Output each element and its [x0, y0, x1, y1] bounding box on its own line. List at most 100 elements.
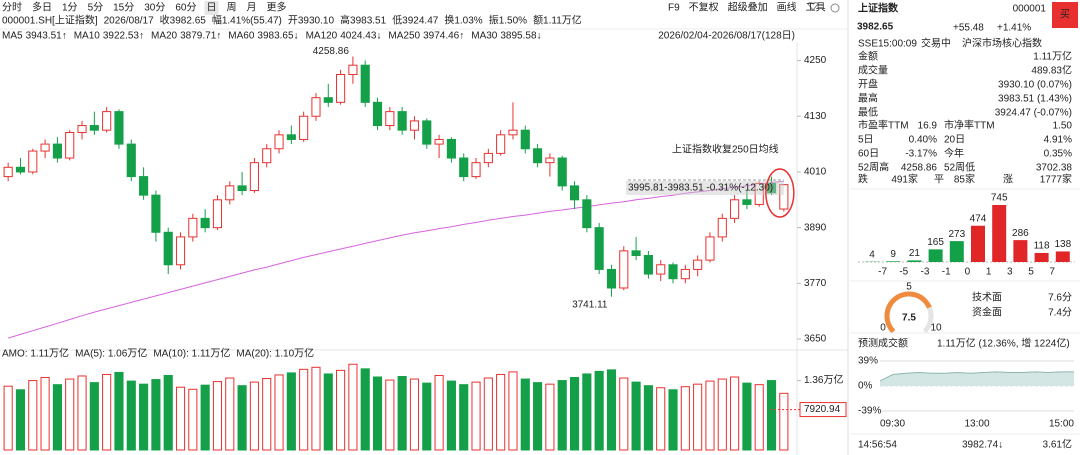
trade-amount: 3.61亿	[1043, 438, 1072, 451]
candle-body	[212, 199, 223, 229]
info-item: 幅1.41%(55.47)	[212, 14, 282, 27]
annotation: 上证指数收复250日均线	[672, 143, 779, 156]
x-tick-label: 13:00	[964, 419, 989, 430]
volume-bar	[28, 380, 38, 451]
volume-last-box	[799, 402, 847, 418]
stat-label: 市盈率TTM	[858, 119, 909, 132]
y-tick-label: 1.36万亿	[804, 373, 843, 386]
volume-bar	[619, 377, 629, 451]
volume-bar	[434, 374, 444, 451]
info-item: 2026/08/17	[104, 16, 154, 27]
tab[interactable]: 分时	[2, 2, 22, 14]
volume-bar	[520, 378, 530, 451]
stat-label: 今年	[944, 147, 964, 160]
stat-label: 52周高	[858, 161, 889, 174]
ma-value: 3922.53↑	[103, 31, 144, 42]
volume-bar	[114, 371, 124, 451]
candle-body	[422, 120, 432, 145]
volume-bar	[483, 377, 493, 451]
tab[interactable]: 5分	[88, 2, 104, 14]
time: 15:00:09	[878, 39, 917, 50]
candle-body	[114, 111, 124, 145]
tab[interactable]: 日	[207, 3, 217, 14]
tab[interactable]: 1分	[62, 2, 78, 14]
breadth-label: 涨	[1003, 174, 1013, 186]
tool[interactable]: 工具	[806, 2, 826, 14]
y-tick-label: 4130	[804, 111, 827, 122]
volume-bar	[299, 368, 309, 451]
candle-body	[274, 134, 284, 150]
candle-body	[471, 162, 481, 178]
y-tick-label: 3650	[804, 334, 827, 345]
forecast-label: 预测成交额	[858, 337, 908, 350]
buy-button[interactable]	[1052, 2, 1078, 28]
tool[interactable]: 不复权	[689, 1, 719, 14]
volume-bar	[274, 374, 284, 451]
volume-bar	[545, 383, 555, 451]
tool[interactable]: 画线	[777, 1, 797, 14]
distribution-axis: -7	[878, 267, 887, 278]
volume-bar	[65, 378, 75, 451]
candle-body	[680, 268, 690, 280]
volume-bar	[730, 376, 740, 451]
volume-bar	[569, 377, 580, 451]
info-item: 高3983.51	[340, 14, 387, 27]
distribution-label: 165	[927, 237, 944, 248]
distribution-bar	[949, 241, 964, 262]
stat-value: 4.91%	[1044, 135, 1072, 146]
candle-body	[175, 236, 186, 266]
settings-icon[interactable]	[830, 3, 840, 13]
candle-body	[754, 183, 764, 205]
candle-body	[237, 185, 247, 192]
tool[interactable]: F9	[668, 3, 680, 14]
ma-value: 3943.51↑	[26, 31, 67, 42]
volume-bar	[742, 382, 752, 451]
volume-bar	[705, 380, 715, 451]
volume-bar	[52, 384, 62, 451]
interval-label: 3995.81-3983.51 -0.31%(-12.30)	[628, 183, 773, 194]
stat-value: 4258.86	[901, 163, 938, 174]
volume-bar	[249, 381, 259, 451]
ma-value: 3983.65↓	[257, 31, 298, 42]
y-tick-label: -39%	[858, 406, 881, 417]
volume-legend: MA(5): 1.06万亿	[75, 347, 147, 360]
tab[interactable]: 月	[247, 2, 257, 14]
candle-body	[139, 176, 149, 196]
favorite-icon[interactable]	[807, 2, 819, 11]
tab[interactable]: 30分	[144, 2, 165, 14]
info-item: 换1.03%	[444, 14, 482, 27]
candle-body	[299, 115, 309, 140]
tab[interactable]: 更多	[267, 1, 287, 14]
gauge-value: 7.5	[902, 313, 916, 324]
date-range: 2026/02/04-2026/08/17(128日)	[658, 31, 795, 42]
volume-bar	[262, 378, 272, 451]
category[interactable]: 沪深市场核心指数	[962, 37, 1042, 50]
price: 3982.65	[857, 22, 894, 33]
tab[interactable]: 15分	[113, 2, 134, 14]
stat-value: -3.17%	[905, 149, 937, 160]
stat-value: 3983.51 (1.43%)	[998, 94, 1072, 105]
tab[interactable]: 多日	[32, 1, 52, 14]
tab[interactable]: 周	[227, 2, 237, 14]
candle-body	[730, 199, 740, 219]
volume-bar	[175, 386, 186, 451]
buy-label[interactable]: 买	[1060, 9, 1070, 21]
volume-bar	[422, 382, 432, 451]
candle-body	[569, 185, 580, 201]
candle-body	[766, 183, 777, 194]
y-tick-label: 4250	[804, 55, 827, 66]
stat-label: 最高	[858, 92, 878, 105]
candle-body	[631, 250, 641, 256]
candle-body	[668, 264, 678, 280]
info-item: 开3930.10	[288, 16, 335, 27]
stat-value: 0.35%	[1044, 149, 1072, 160]
tab[interactable]: 60分	[175, 2, 196, 14]
tool[interactable]: 超级叠加	[728, 1, 768, 14]
stat-label: 开盘	[858, 78, 878, 91]
volume-bar	[409, 378, 420, 451]
status: 交易中	[921, 37, 951, 50]
score-label: 技术面	[972, 291, 1002, 304]
stat-value: 3702.38	[1036, 163, 1073, 174]
distribution-axis: 3	[1007, 267, 1013, 278]
